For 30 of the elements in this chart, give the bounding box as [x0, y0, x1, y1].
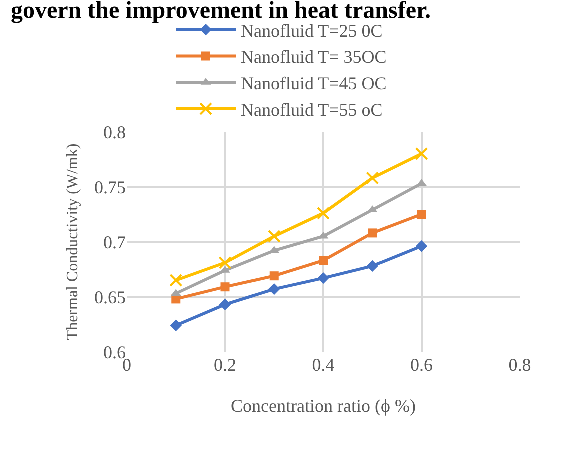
point [417, 210, 426, 219]
point [368, 228, 378, 238]
x-tick-label: 0.2 [214, 355, 236, 375]
x-tick-label: 0.8 [508, 355, 532, 375]
x-tick-label: 0.6 [410, 355, 433, 375]
point [170, 320, 182, 332]
point [317, 206, 330, 220]
point [268, 230, 281, 243]
point [415, 148, 428, 160]
x-axis-title: Concentration ratio (ϕ %) [231, 396, 416, 416]
point [319, 256, 328, 266]
legend-label: Nanofluid T=45 OC [241, 74, 387, 94]
legend-label: Nanofluid T= 35OC [241, 47, 387, 68]
y-tick-label: 0.65 [94, 287, 126, 308]
point [220, 282, 230, 292]
point [170, 274, 183, 287]
point [218, 256, 232, 270]
y-tick-label: 0.75 [94, 177, 126, 198]
y-tick-label: 0.7 [104, 232, 126, 252]
point [366, 172, 380, 185]
point [366, 260, 378, 272]
point [270, 272, 279, 281]
point [268, 283, 280, 296]
y-tick-label: 0.8 [104, 122, 126, 142]
point [318, 272, 330, 284]
point [219, 298, 232, 311]
y-axis-title: Thermal Conductivity (W/mk) [64, 144, 82, 340]
legend-label: Nanofluid T=55 oC [241, 100, 383, 120]
point [416, 240, 428, 252]
x-tick-label: 0.4 [312, 355, 335, 375]
